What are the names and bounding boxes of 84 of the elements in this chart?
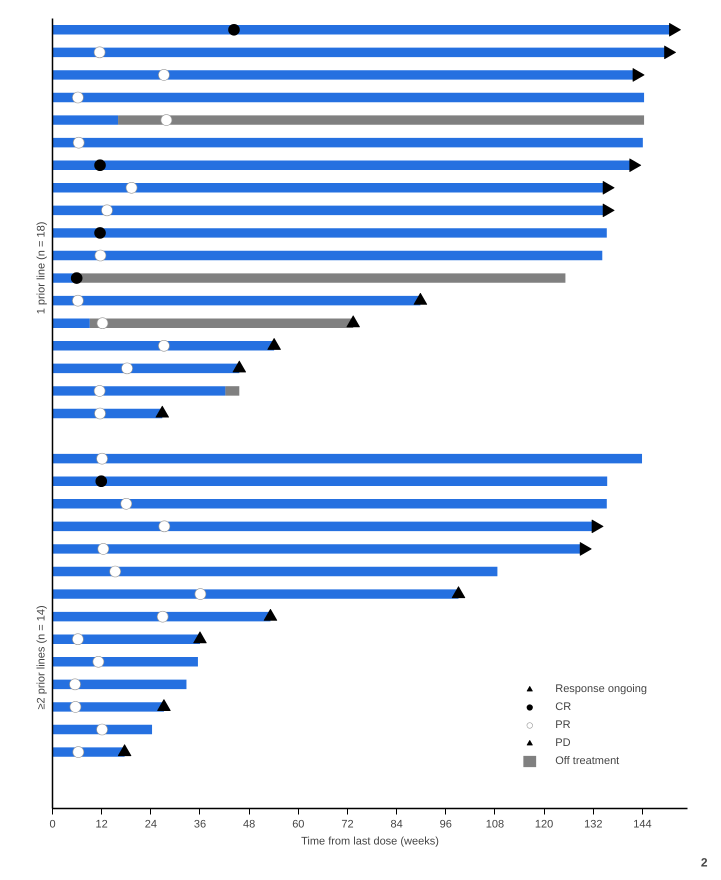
- bar: [52, 115, 118, 125]
- x-tick-label: 144: [633, 818, 652, 830]
- point: [72, 746, 84, 758]
- point: [592, 520, 604, 534]
- x-tick-label: 0: [49, 818, 56, 830]
- text: ≥2 prior lines (n = 14): [36, 605, 48, 710]
- point: [228, 24, 240, 36]
- point: [69, 678, 81, 690]
- x-axis-title: Time from last dose (weeks): [301, 836, 439, 848]
- point: [94, 46, 106, 58]
- x-tick-label: 84: [390, 818, 403, 830]
- x-tick-label: 24: [144, 818, 157, 830]
- bar: [52, 228, 607, 238]
- bar: [225, 386, 240, 396]
- point: [94, 227, 106, 239]
- x-tick-label: 108: [486, 818, 504, 830]
- point: [194, 588, 206, 600]
- bar: [52, 634, 200, 644]
- point: [158, 340, 170, 352]
- x-tick-label: 96: [440, 818, 452, 830]
- text: 2: [700, 856, 708, 870]
- point: [94, 159, 106, 172]
- point: [96, 452, 108, 464]
- point: [72, 136, 85, 148]
- point: [94, 408, 106, 420]
- bar: [52, 657, 198, 667]
- bar: [52, 364, 240, 374]
- point: [580, 542, 592, 556]
- legend-label: Off treatment: [555, 755, 620, 767]
- point: [629, 158, 642, 172]
- point: [72, 294, 84, 306]
- bar: [52, 318, 90, 328]
- legend-label: PR: [555, 719, 572, 731]
- legend-label: CR: [555, 701, 572, 713]
- point: [94, 385, 106, 397]
- bar: [52, 341, 274, 351]
- point: [70, 701, 82, 713]
- bar: [90, 318, 354, 328]
- point: [94, 250, 106, 262]
- x-tick-label: 48: [243, 818, 256, 830]
- x-tick-label: 36: [194, 818, 206, 830]
- point: [120, 498, 132, 510]
- point: [664, 46, 676, 60]
- point: [96, 317, 108, 330]
- point: [70, 272, 82, 284]
- point: [126, 182, 138, 194]
- x-tick-label: 120: [534, 818, 554, 830]
- point: [121, 362, 133, 374]
- bar: [52, 680, 186, 690]
- text: 1 prior line (n = 18): [36, 222, 48, 314]
- point: [92, 656, 104, 668]
- bar: [52, 92, 644, 102]
- point: [98, 543, 110, 555]
- bar: [52, 138, 643, 148]
- bar: [52, 566, 498, 576]
- bar: [52, 589, 458, 599]
- bar: [52, 612, 270, 622]
- point: [95, 475, 108, 488]
- legend-label: Response ongoing: [555, 683, 647, 695]
- point: [109, 566, 121, 578]
- point: [602, 180, 615, 195]
- bar: [118, 115, 644, 125]
- bar: [52, 476, 608, 486]
- x-tick-label: 12: [96, 818, 108, 830]
- bar: [52, 386, 226, 396]
- bar: [52, 454, 642, 464]
- bar: [52, 499, 607, 509]
- point: [156, 610, 169, 622]
- point: [602, 204, 615, 218]
- x-tick-label: 60: [292, 818, 304, 830]
- point: [158, 520, 170, 532]
- point: [158, 69, 170, 81]
- point: [160, 114, 172, 126]
- bar: [52, 296, 420, 306]
- point: [101, 204, 113, 216]
- point: [669, 22, 681, 37]
- legend-label: PD: [555, 737, 572, 749]
- x-tick-label: 72: [341, 818, 354, 830]
- point: [72, 92, 84, 104]
- bar: [52, 250, 602, 260]
- point: [632, 68, 645, 82]
- point: [96, 724, 108, 736]
- x-tick-label: 132: [584, 818, 602, 830]
- point: [72, 633, 84, 646]
